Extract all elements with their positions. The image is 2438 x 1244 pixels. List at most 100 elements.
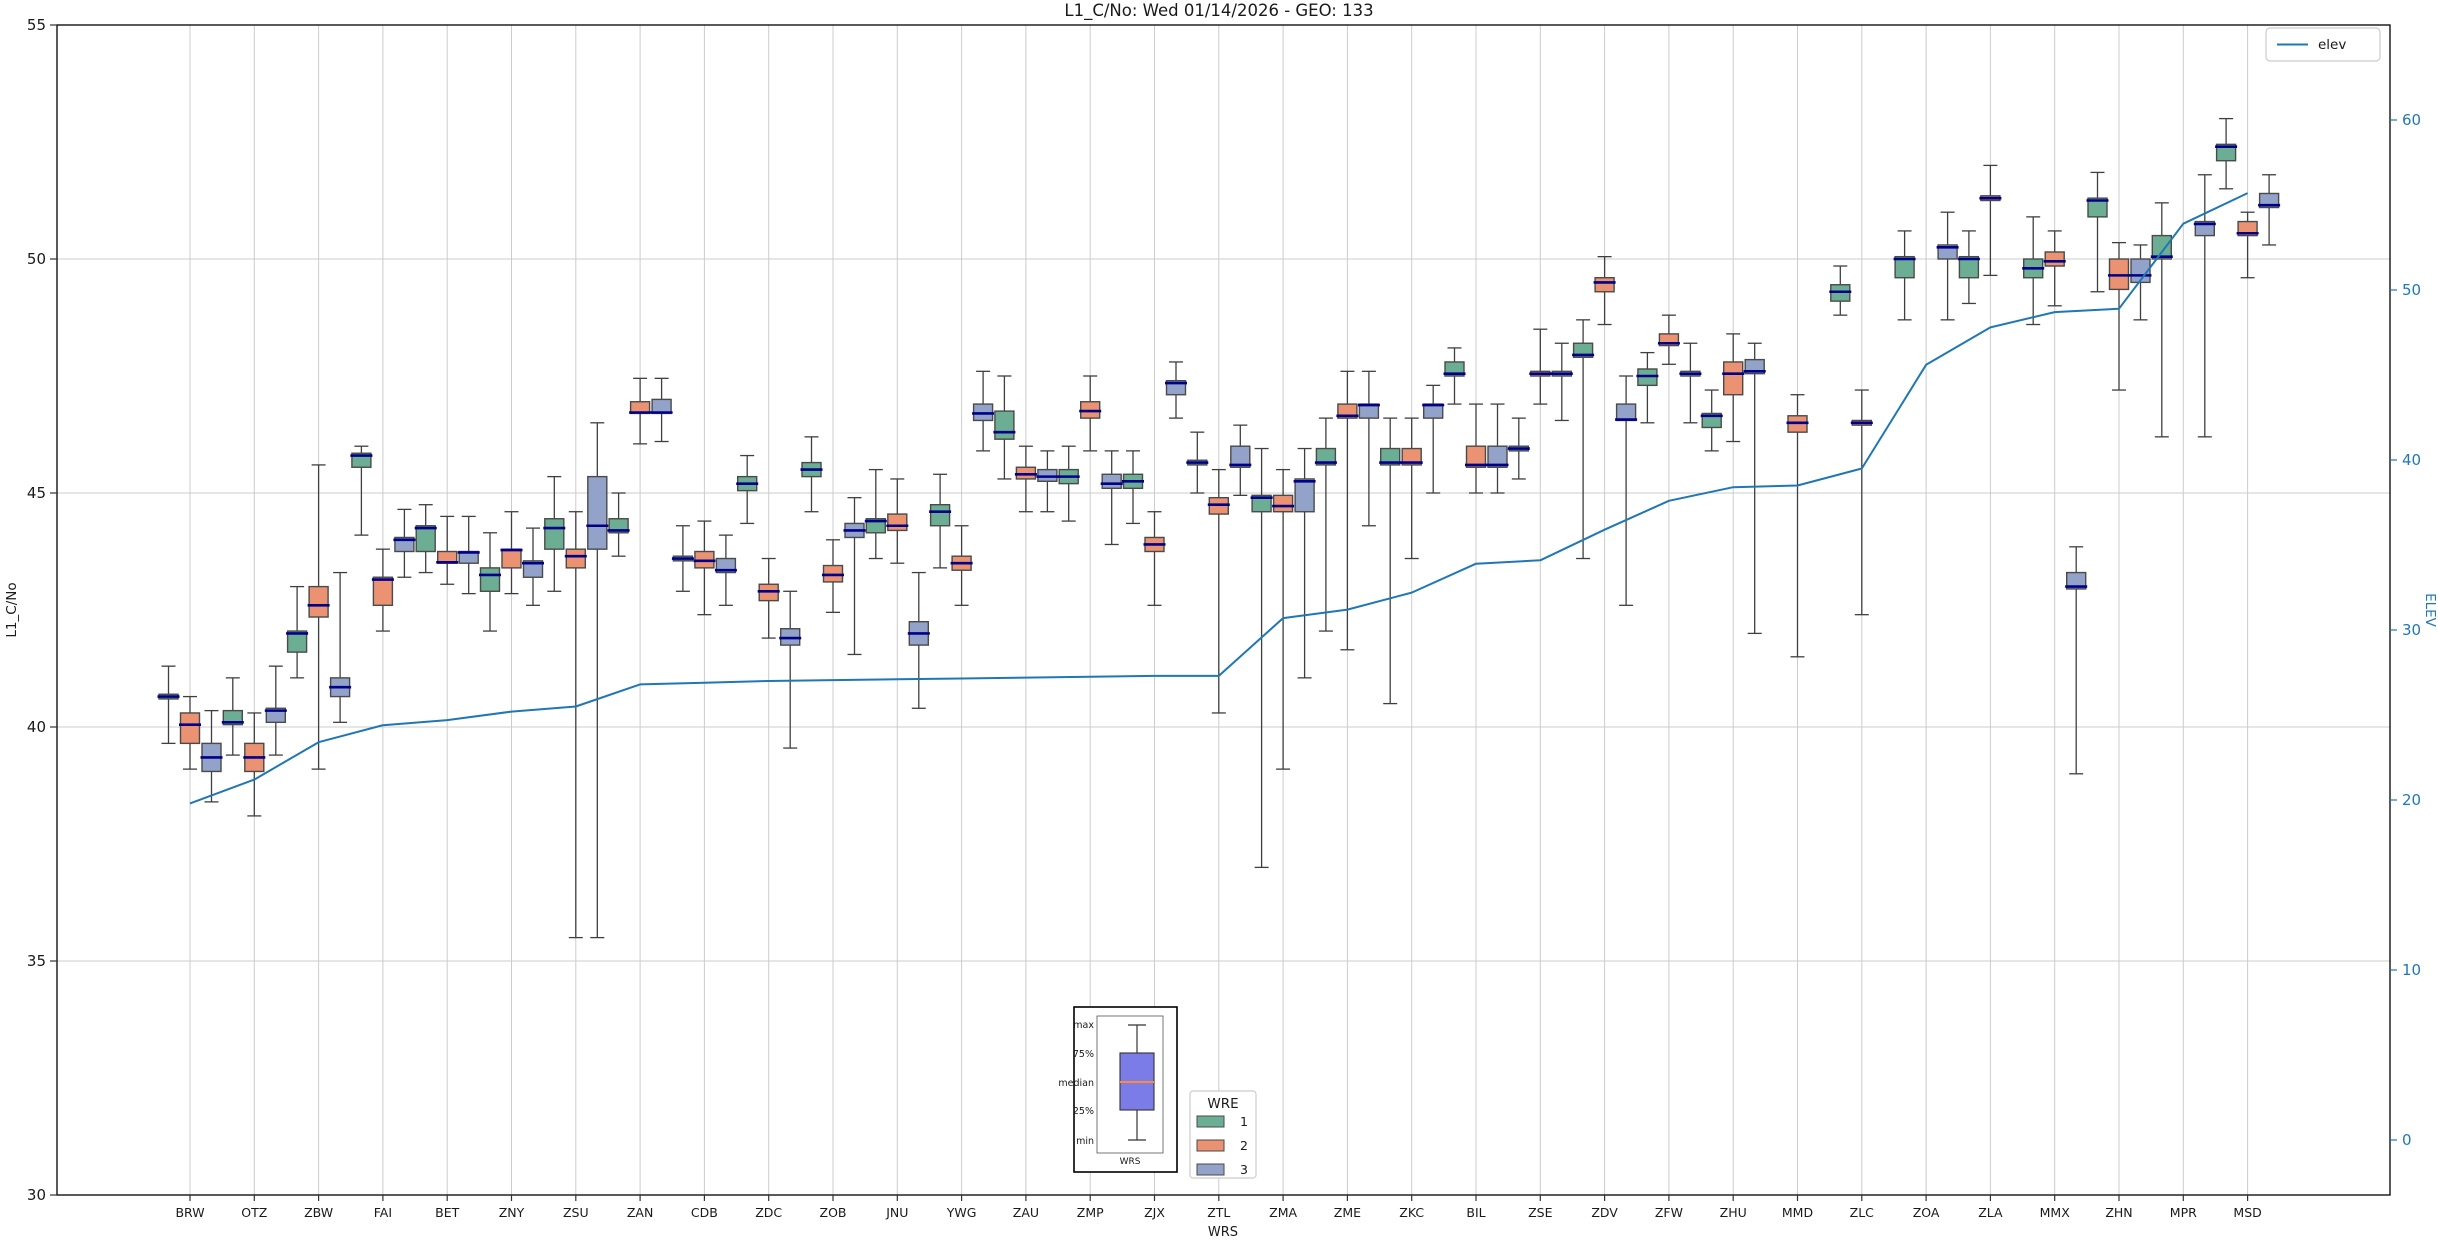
box-MMD-wre2: [1786, 394, 1809, 658]
inset-label-75: 75%: [1073, 1049, 1094, 1060]
x-tick-label-BIL: BIL: [1466, 1205, 1485, 1220]
x-axis-label: WRS: [1208, 1225, 1238, 1240]
box-JNU-wre1: [864, 468, 887, 560]
box-MMX-wre1: [2022, 216, 2045, 326]
x-tick-label-BRW: BRW: [175, 1205, 204, 1220]
box-ZHU-wre3: [1743, 342, 1766, 635]
box-ZDV-wre3: [1615, 375, 1638, 606]
box-ZLC-wre1: [1829, 265, 1852, 316]
iqr-box: [587, 475, 608, 550]
box-MMX-wre3: [2065, 546, 2088, 775]
x-tick-label-ZDV: ZDV: [1591, 1205, 1618, 1220]
box-ZHU-wre2: [1722, 333, 1745, 443]
iqr-box: [1294, 478, 1315, 513]
box-ZAN-wre3: [650, 377, 673, 443]
right-tick-label-50: 50: [2402, 281, 2421, 299]
box-ZTL-wre2: [1207, 468, 1230, 714]
axis-ticks: 30 35 40 45 50 55 0 10 20 30 40 50 60 BRW OTZ ZBW FAI BET…: [27, 16, 2421, 1220]
box-OTZ-wre2: [243, 712, 266, 817]
iqr-box: [994, 410, 1015, 440]
box-MMX-wre2: [2043, 230, 2066, 307]
x-tick-label-ZHN: ZHN: [2105, 1205, 2132, 1220]
left-tick-label-35: 35: [27, 952, 46, 970]
box-BET-wre2: [436, 515, 459, 585]
inset-boxplot-legend: max 75% median 25% min WRS: [1058, 1006, 1178, 1173]
box-ZKC-wre2: [1400, 417, 1423, 560]
x-tick-label-ZLC: ZLC: [1850, 1205, 1875, 1220]
box-ZME-wre2: [1336, 370, 1359, 651]
x-tick-label-ZHU: ZHU: [1720, 1205, 1747, 1220]
left-tick-label-55: 55: [27, 16, 46, 34]
x-tick-label-FAI: FAI: [374, 1205, 392, 1220]
iqr-box: [1594, 277, 1615, 293]
box-ZAU-wre2: [1014, 445, 1037, 513]
wre-swatch-2: [1196, 1139, 1225, 1152]
x-tick-label-ZMP: ZMP: [1077, 1205, 1104, 1220]
box-BET-wre1: [414, 504, 437, 574]
iqr-box: [1401, 447, 1422, 466]
x-tick-label-YWG: YWG: [946, 1205, 977, 1220]
x-tick-label-BET: BET: [435, 1205, 459, 1220]
inset-label-median: median: [1058, 1078, 1094, 1089]
x-tick-label-ZTL: ZTL: [1207, 1205, 1230, 1220]
elev-legend: elev: [2265, 27, 2381, 62]
box-ZSE-wre2: [1529, 328, 1552, 405]
box-ZFW-wre2: [1657, 314, 1680, 365]
iqr-box: [1722, 361, 1744, 396]
elev-line: [189, 192, 2249, 805]
box-OTZ-wre3: [264, 665, 287, 756]
box-BIL-wre1: [1443, 347, 1466, 405]
box-ZHU-wre1: [1700, 389, 1723, 452]
box-ZMP-wre2: [1079, 375, 1102, 452]
axes-spines: [56, 24, 2391, 1196]
iqr-box: [179, 712, 201, 745]
box-CDB-wre1: [671, 525, 694, 592]
iqr-box: [1101, 473, 1122, 490]
chart-title: L1_C/No: Wed 01/14/2026 - GEO: 133: [1064, 1, 1373, 21]
right-tick-label-10: 10: [2402, 961, 2421, 979]
box-JNU-wre2: [886, 478, 909, 564]
gridlines: [57, 25, 2390, 1195]
x-tick-label-ZOA: ZOA: [1913, 1205, 1940, 1220]
wre-legend-title: WRE: [1207, 1096, 1238, 1112]
inset-xlabel: WRS: [1120, 1157, 1141, 1167]
box-ZJX-wre1: [1122, 450, 1144, 525]
box-ZMA-wre3: [1293, 447, 1316, 679]
iqr-box: [887, 513, 908, 532]
box-ZNY-wre1: [479, 532, 501, 632]
inset-label-25: 25%: [1073, 1106, 1094, 1117]
iqr-box: [1894, 255, 1915, 279]
box-ZHN-wre3: [2129, 244, 2152, 321]
x-tick-label-MPR: MPR: [2170, 1205, 2197, 1220]
wre-legend: WRE 1 2 3: [1189, 1090, 1257, 1179]
x-tick-label-ZME: ZME: [1334, 1205, 1361, 1220]
iqr-box: [2044, 251, 2065, 267]
x-tick-label-MSD: MSD: [2233, 1205, 2261, 1220]
wre-label-2: 2: [1240, 1138, 1248, 1153]
iqr-box: [2215, 143, 2237, 162]
right-tick-label-0: 0: [2402, 1131, 2412, 1149]
box-ZHN-wre1: [2086, 171, 2109, 293]
iqr-box: [2151, 234, 2173, 260]
box-YWG-wre2: [950, 525, 973, 606]
y-axis-label-right: ELEV: [2422, 593, 2438, 628]
box-BRW-wre3: [200, 709, 223, 803]
box-ZJX-wre2: [1143, 511, 1166, 606]
box-OTZ-wre1: [221, 677, 244, 756]
elev-legend-box: [2265, 27, 2381, 62]
box-ZLC-wre2: [1850, 389, 1873, 616]
iqr-box: [286, 630, 308, 653]
iqr-box: [479, 567, 501, 592]
x-tick-label-CDB: CDB: [691, 1205, 718, 1220]
iqr-box: [522, 560, 544, 578]
box-ZOA-wre1: [1893, 230, 1916, 321]
x-tick-label-ZJX: ZJX: [1144, 1205, 1165, 1220]
box-ZAN-wre2: [629, 377, 652, 445]
x-tick-label-ZAN: ZAN: [627, 1205, 653, 1220]
iqr-box: [1615, 403, 1637, 422]
iqr-box: [1379, 447, 1401, 466]
elev-legend-label: elev: [2318, 37, 2346, 53]
box-ZJX-wre3: [1165, 361, 1187, 419]
